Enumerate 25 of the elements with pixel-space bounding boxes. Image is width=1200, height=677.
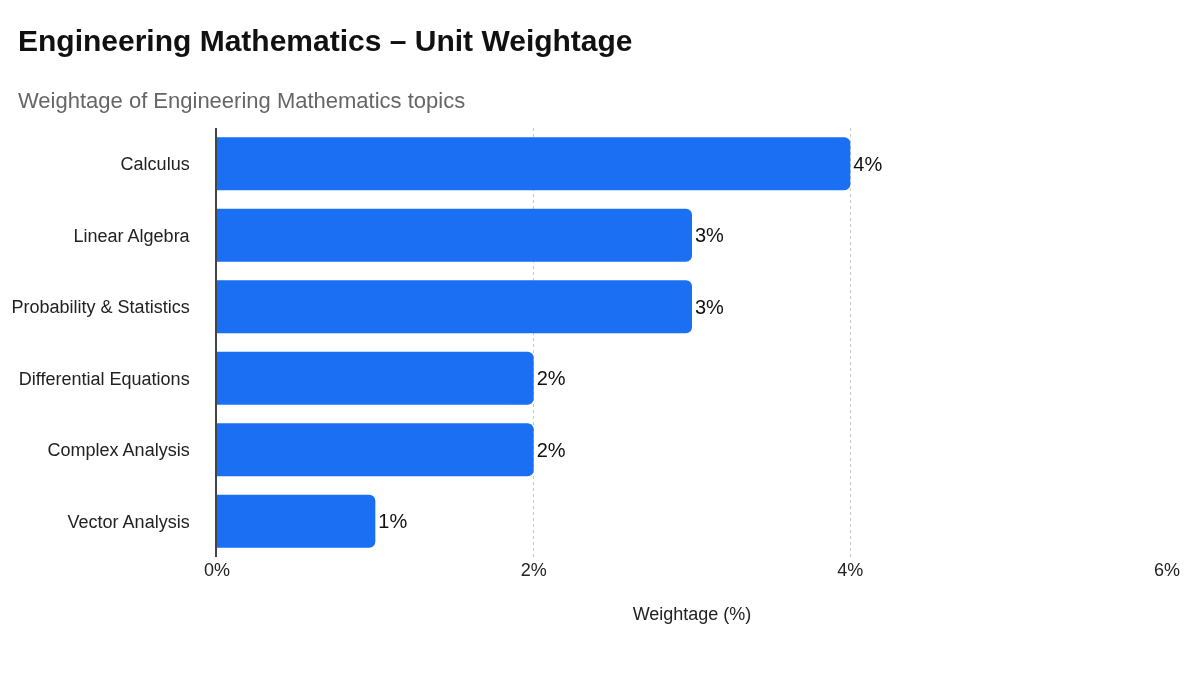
- data-label: 1%: [378, 510, 408, 533]
- y-tick-label: Linear Algebra: [73, 225, 191, 246]
- x-tick-label: 4%: [837, 560, 864, 580]
- x-axis-title: Weightage (%): [632, 604, 752, 625]
- bar: [217, 423, 534, 477]
- bar: [217, 280, 692, 334]
- x-tick-label: 6%: [1153, 560, 1181, 580]
- y-tick-label: Vector Analysis: [67, 511, 190, 532]
- y-tick-label: Differential Equations: [18, 368, 190, 389]
- y-tick-label: Probability & Statistics: [11, 297, 190, 318]
- chart-subtitle: Weightage of Engineering Mathematics topics: [18, 88, 466, 114]
- bar: [217, 494, 376, 548]
- chart-title: Engineering Mathematics – Unit Weightage: [18, 24, 633, 58]
- y-tick-label: Complex Analysis: [47, 440, 190, 461]
- bar: [217, 208, 692, 262]
- data-label: 3%: [695, 295, 725, 318]
- data-label: 3%: [695, 224, 725, 247]
- bar: [217, 351, 534, 405]
- data-label: 2%: [536, 367, 566, 390]
- y-tick-label: Calculus: [120, 154, 190, 175]
- x-tick-label: 0%: [203, 560, 231, 580]
- bar: [217, 137, 851, 191]
- data-label: 2%: [536, 438, 566, 461]
- data-label: 4%: [853, 152, 883, 175]
- x-tick-label: 2%: [520, 560, 547, 580]
